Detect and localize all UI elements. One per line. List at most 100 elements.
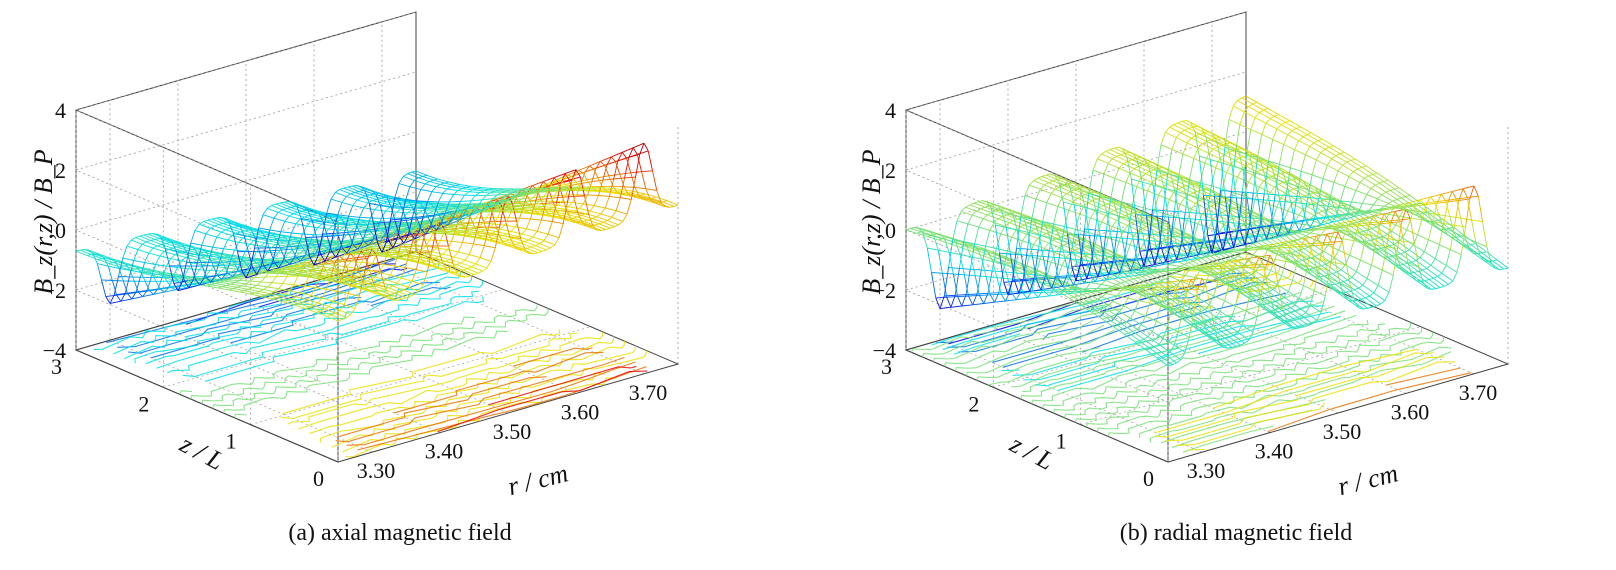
- mesh-segment: [364, 220, 370, 222]
- mesh-segment: [1011, 236, 1023, 242]
- mesh-segment: [493, 237, 506, 242]
- mesh-segment: [429, 181, 441, 185]
- mesh-segment: [938, 249, 950, 253]
- mesh-segment: [593, 168, 599, 178]
- mesh-segment: [462, 241, 474, 245]
- mesh-segment: [459, 194, 465, 202]
- mesh-segment: [568, 179, 575, 197]
- mesh-segment: [424, 263, 429, 267]
- mesh-segment: [358, 277, 364, 297]
- mesh-segment: [422, 175, 434, 181]
- mesh-segment: [327, 267, 332, 271]
- mesh-segment: [317, 223, 323, 229]
- mesh-segment: [411, 280, 424, 286]
- mesh-segment: [614, 190, 620, 193]
- mesh-segment: [252, 287, 264, 291]
- mesh-segment: [322, 269, 328, 272]
- mesh-segment: [569, 175, 575, 186]
- mesh-segment: [391, 200, 403, 204]
- mesh-segment: [596, 213, 602, 218]
- mesh-segment: [332, 251, 337, 254]
- mesh-segment: [222, 222, 234, 228]
- mesh-segment: [617, 152, 623, 162]
- mesh-segment: [445, 259, 450, 262]
- mesh-segment: [260, 276, 266, 283]
- mesh-segment: [108, 265, 120, 269]
- mesh-segment: [354, 191, 366, 197]
- mesh-segment: [354, 256, 366, 259]
- mesh-segment: [533, 252, 538, 255]
- mesh-segment: [643, 198, 655, 204]
- mesh-segment: [494, 197, 500, 203]
- mesh-segment: [328, 301, 334, 307]
- mesh-segment: [517, 236, 529, 241]
- mesh-segment: [379, 246, 385, 250]
- mesh-segment: [610, 156, 616, 162]
- mesh-segment: [307, 209, 319, 214]
- mesh-segment: [385, 206, 391, 212]
- mesh-segment: [400, 267, 406, 279]
- mesh-segment: [318, 212, 330, 217]
- mesh-segment: [446, 232, 458, 235]
- mesh-segment: [1073, 282, 1085, 286]
- mesh-segment: [459, 234, 464, 237]
- mesh-segment: [245, 280, 251, 285]
- floor-contour: [190, 316, 475, 400]
- mesh-segment: [244, 229, 250, 232]
- mesh-segment: [436, 240, 442, 249]
- mesh-segment: [295, 292, 301, 298]
- mesh-segment: [380, 270, 386, 288]
- mesh-segment: [436, 224, 448, 231]
- mesh-segment: [130, 237, 136, 241]
- mesh-segment: [135, 277, 141, 293]
- mesh-segment: [446, 230, 451, 233]
- mesh-segment: [222, 286, 234, 290]
- mesh-segment: [581, 214, 593, 220]
- mesh-segment: [454, 272, 466, 278]
- mesh-segment: [194, 229, 207, 235]
- mesh-segment: [530, 245, 536, 248]
- mesh-segment: [476, 232, 482, 239]
- wall-gridline: [74, 11, 417, 223]
- mesh-segment: [319, 275, 331, 278]
- floor-contour: [124, 261, 440, 359]
- mesh-segment: [435, 186, 447, 190]
- floor-contour: [182, 290, 479, 378]
- floor-contour: [346, 361, 636, 446]
- mesh-segment: [619, 174, 625, 187]
- mesh-segment: [337, 202, 343, 215]
- mesh-segment: [396, 282, 408, 288]
- mesh-segment: [1134, 271, 1146, 274]
- mesh-segment: [171, 287, 176, 291]
- mesh-segment: [1027, 296, 1039, 299]
- mesh-segment: [458, 269, 464, 272]
- mesh-segment: [328, 306, 340, 311]
- mesh-segment: [283, 271, 289, 274]
- mesh-segment: [214, 224, 219, 227]
- mesh-segment: [483, 210, 489, 213]
- mesh-segment: [479, 245, 485, 258]
- mesh-segment: [149, 288, 161, 292]
- mesh-segment: [339, 260, 351, 263]
- mesh-segment: [378, 193, 383, 195]
- mesh-segment: [318, 270, 324, 274]
- mesh-segment: [968, 294, 980, 297]
- mesh-segment: [342, 280, 348, 283]
- mesh-segment: [476, 232, 488, 236]
- mesh-segment: [468, 212, 474, 224]
- mesh-segment: [429, 179, 434, 182]
- mesh-segment: [112, 261, 125, 267]
- floor-contour: [179, 390, 193, 395]
- mesh-segment: [586, 225, 598, 231]
- floor-contour: [156, 275, 473, 369]
- mesh-segment: [369, 270, 375, 285]
- mesh-segment: [362, 282, 368, 290]
- mesh-segment: [526, 228, 538, 232]
- mesh-segment: [346, 261, 352, 268]
- mesh-segment: [621, 193, 633, 198]
- mesh-segment: [139, 235, 151, 241]
- mesh-segment: [225, 229, 237, 234]
- mesh-segment: [238, 237, 244, 243]
- mesh-segment: [600, 213, 612, 218]
- mesh-segment: [367, 248, 373, 259]
